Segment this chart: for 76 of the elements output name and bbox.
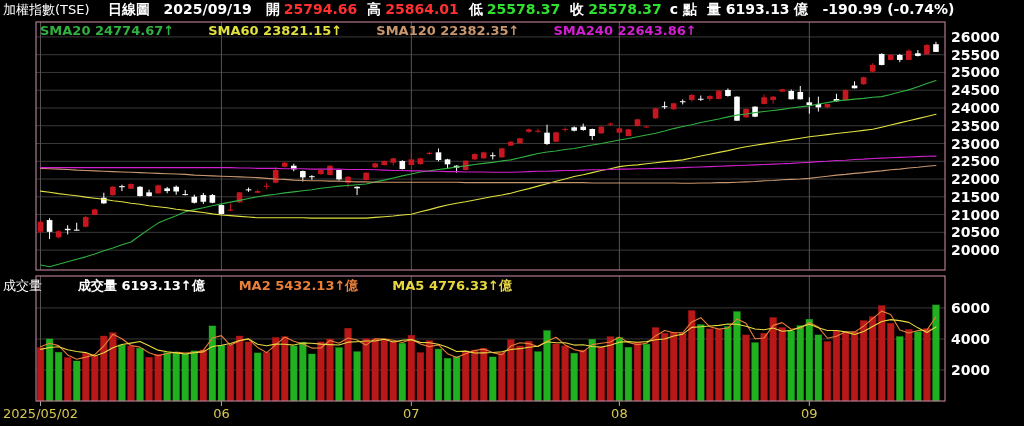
x-tick-label: 06	[213, 406, 230, 421]
bar	[127, 345, 135, 402]
text: 25578.37	[486, 1, 561, 17]
bar	[579, 349, 587, 402]
bar	[199, 349, 207, 402]
line-series	[39, 164, 937, 184]
y-tick-label: 23500	[951, 117, 1000, 134]
y-tick-label: 22000	[951, 171, 1000, 188]
bar	[697, 324, 705, 402]
text: 25864.01	[385, 1, 459, 17]
y-tick-label: 20500	[951, 224, 1000, 241]
x-tick-label: 2025/05/02	[3, 406, 78, 421]
bar	[588, 338, 596, 402]
bar	[751, 342, 759, 402]
text: 收	[570, 1, 586, 17]
y-tick-label: 4000	[951, 330, 991, 347]
y-tick-label: 22500	[951, 153, 1000, 170]
text: SMA120 22382.35↑	[376, 23, 520, 38]
x-tick-label: 07	[403, 406, 420, 421]
y-tick-label: 25500	[951, 46, 1000, 63]
y-tick-label: 26000	[951, 28, 1000, 45]
y-tick-label: 6000	[951, 299, 991, 316]
chart-title: 加權指數(TSE)	[3, 2, 90, 17]
bar	[344, 327, 352, 402]
text: MA2 5432.13↑億	[238, 278, 360, 293]
text: 量 6193.13 億	[705, 1, 810, 17]
bar	[434, 348, 443, 402]
bar	[398, 343, 406, 402]
x-tick-label: 09	[801, 406, 818, 421]
y-tick-label: 23000	[951, 135, 1000, 152]
bar	[896, 336, 904, 402]
bar	[118, 344, 126, 402]
bar	[136, 347, 144, 402]
chart-title: 成交量	[3, 278, 42, 293]
bar	[642, 343, 651, 402]
text: 高	[367, 1, 382, 17]
bar	[253, 352, 262, 402]
text: SMA60 23821.15↑	[208, 23, 343, 38]
bar	[905, 329, 913, 402]
line-series	[39, 310, 937, 360]
y-tick-label: 24000	[951, 99, 1000, 116]
text: MA5 4776.33↑億	[392, 278, 513, 293]
bar	[353, 351, 361, 402]
y-tick-label: 24500	[951, 82, 1000, 99]
text: -190.99 (-0.74%)	[822, 1, 955, 17]
y-tick-label: 2000	[951, 361, 991, 378]
text: 成交量 6193.13↑億	[77, 278, 206, 293]
text: 25578.37	[588, 1, 662, 17]
bar	[226, 345, 235, 402]
text: 2025/09/19	[163, 1, 252, 17]
text: 低	[467, 1, 483, 17]
text: c 點	[669, 1, 697, 17]
bar	[932, 304, 940, 402]
bar	[73, 360, 81, 402]
bar	[742, 334, 750, 402]
y-tick-label: 21500	[951, 188, 1000, 205]
x-tick-label: 08	[611, 406, 628, 421]
line-series	[39, 79, 937, 268]
text: SMA20 24774.67↑	[40, 23, 175, 38]
line-series	[39, 113, 937, 219]
bar	[570, 352, 578, 402]
bar	[633, 341, 642, 402]
bar	[64, 357, 72, 402]
text: SMA240 22643.86↑	[553, 23, 697, 38]
bar	[36, 347, 45, 402]
bar	[914, 331, 922, 402]
y-tick-label: 21000	[951, 206, 1000, 223]
bar	[923, 328, 931, 402]
bar	[335, 347, 343, 402]
text: 25794.66	[283, 1, 358, 17]
bar	[489, 356, 497, 402]
text: 開	[265, 1, 280, 17]
y-tick-label: 20000	[951, 242, 1000, 259]
y-tick-label: 25000	[951, 64, 1000, 81]
text: 日線圖	[107, 1, 150, 17]
line-series	[39, 319, 937, 357]
